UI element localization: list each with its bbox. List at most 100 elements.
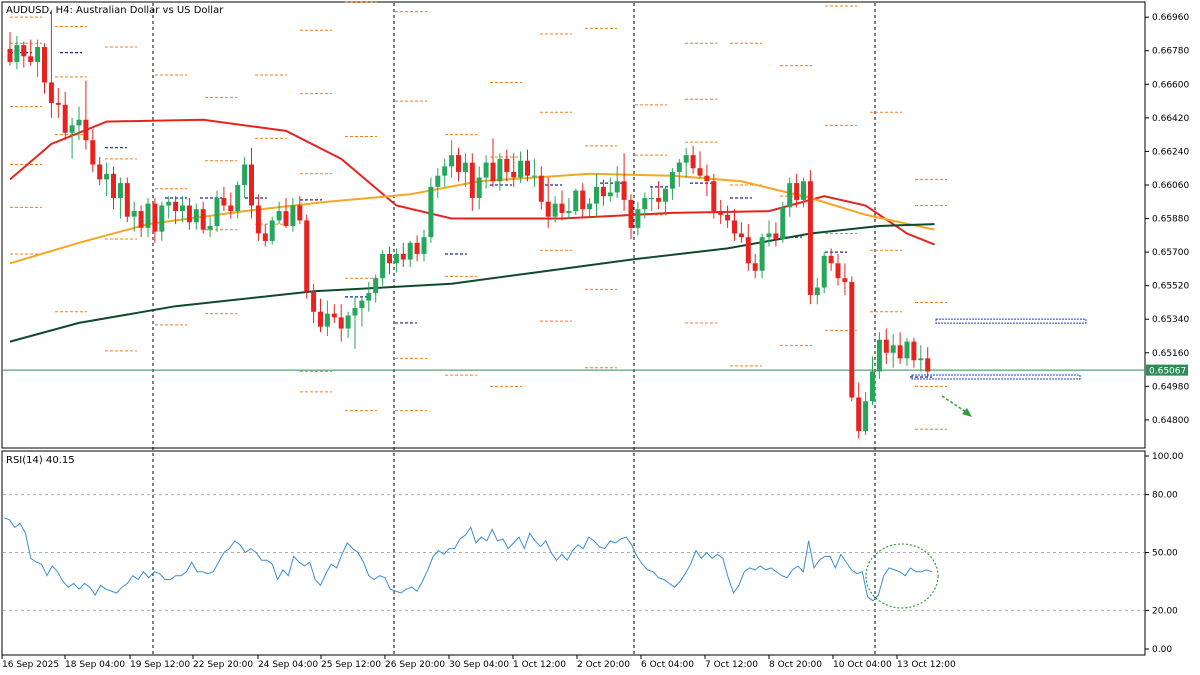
candle-body	[166, 201, 172, 206]
candle-body	[235, 184, 241, 212]
candle-body	[876, 339, 882, 372]
rsi-y-tick-label: 80.00	[1152, 491, 1178, 501]
candle-body	[76, 119, 82, 126]
candle-body	[200, 209, 206, 230]
y-tick-label: 0.66060	[1152, 181, 1189, 191]
candle-body	[48, 82, 54, 103]
candle-body	[669, 171, 675, 189]
candle-body	[835, 263, 841, 279]
candle-body	[117, 183, 123, 199]
y-tick-label: 0.65700	[1152, 248, 1189, 258]
current-price-badge	[1146, 364, 1188, 376]
candle-body	[911, 341, 917, 361]
x-tick-label: 6 Oct 04:00	[641, 660, 694, 670]
x-tick-label: 7 Oct 12:00	[705, 660, 758, 670]
candle-body	[545, 201, 551, 217]
candle-body	[856, 397, 862, 432]
candle-body	[311, 291, 317, 312]
candle-body	[925, 358, 931, 372]
x-tick-label: 1 Oct 12:00	[513, 660, 566, 670]
candle-body	[297, 205, 303, 221]
candle-body	[752, 263, 758, 271]
candle-body	[138, 211, 144, 228]
candle-body	[511, 171, 517, 178]
candle-body	[649, 198, 655, 200]
candle-body	[338, 317, 344, 329]
candle-body	[173, 201, 179, 212]
candle-body	[518, 160, 524, 178]
rsi-y-tick-label: 100.00	[1152, 452, 1184, 462]
candle-body	[380, 253, 386, 279]
y-tick-label: 0.66960	[1152, 13, 1189, 23]
rsi-y-tick-label: 50.00	[1152, 549, 1178, 559]
candle-body	[690, 155, 696, 169]
candle-body	[794, 183, 800, 200]
candle-body	[483, 162, 489, 178]
candle-body	[7, 48, 13, 62]
candle-body	[28, 56, 34, 62]
moving-average-line	[9, 223, 935, 343]
x-tick-label: 13 Oct 12:00	[897, 660, 956, 670]
y-tick-label: 0.64800	[1152, 416, 1189, 426]
x-tick-label: 25 Sep 12:00	[321, 660, 381, 670]
candle-body	[159, 205, 165, 232]
candle-body	[504, 158, 510, 172]
candle-body	[525, 160, 530, 176]
candle-body	[249, 164, 254, 206]
candle-body	[435, 175, 441, 187]
candle-body	[697, 168, 703, 176]
candle-body	[283, 211, 289, 226]
candle-body	[414, 242, 420, 254]
rsi-y-tick-label: 20.00	[1152, 606, 1178, 616]
candle-body	[442, 166, 448, 176]
candle-body	[276, 211, 282, 221]
candle-body	[255, 205, 261, 234]
x-tick-label: 10 Oct 04:00	[833, 660, 892, 670]
candle-body	[718, 211, 724, 215]
candle-body	[559, 203, 565, 213]
candle-body	[393, 253, 399, 264]
candle-body	[180, 205, 185, 212]
candle-body	[193, 209, 199, 223]
candle-body	[352, 308, 358, 316]
candle-body	[566, 211, 572, 213]
candle-body	[497, 158, 503, 182]
x-tick-label: 19 Sep 12:00	[130, 660, 190, 670]
y-tick-label: 0.66600	[1152, 80, 1189, 90]
candle-body	[883, 339, 889, 353]
candle-body	[863, 401, 869, 432]
candle-body	[345, 315, 351, 329]
candle-body	[580, 190, 586, 210]
candle-body	[607, 192, 613, 197]
candle-body	[628, 199, 634, 228]
candle-body	[614, 181, 620, 193]
rsi-label: RSI(14) 40.15	[6, 455, 75, 466]
arrow-head-icon	[962, 408, 972, 417]
candle-body	[14, 45, 20, 62]
candle-body	[152, 203, 158, 232]
candle-body	[842, 278, 848, 282]
candle-body	[83, 119, 89, 141]
candle-body	[814, 287, 820, 295]
candle-body	[469, 162, 475, 199]
candle-body	[366, 293, 372, 301]
candle-body	[918, 358, 924, 361]
candle-body	[207, 226, 213, 230]
candle-body	[766, 233, 772, 238]
candle-body	[711, 181, 717, 212]
x-tick-label: 18 Sep 04:00	[65, 660, 125, 670]
x-tick-label: 16 Sep 2025	[2, 660, 59, 670]
candle-body	[573, 190, 579, 212]
y-tick-label: 0.65340	[1152, 315, 1189, 325]
x-tick-label: 8 Oct 20:00	[769, 660, 822, 670]
rsi-line	[3, 517, 933, 602]
candle-body	[621, 181, 627, 200]
candle-body	[904, 341, 910, 359]
candle-body	[262, 233, 268, 241]
candle-body	[594, 186, 599, 204]
candle-body	[373, 278, 379, 294]
candle-body	[214, 198, 220, 226]
candle-body	[186, 205, 192, 223]
candle-body	[449, 155, 455, 167]
candle-body	[676, 162, 682, 172]
